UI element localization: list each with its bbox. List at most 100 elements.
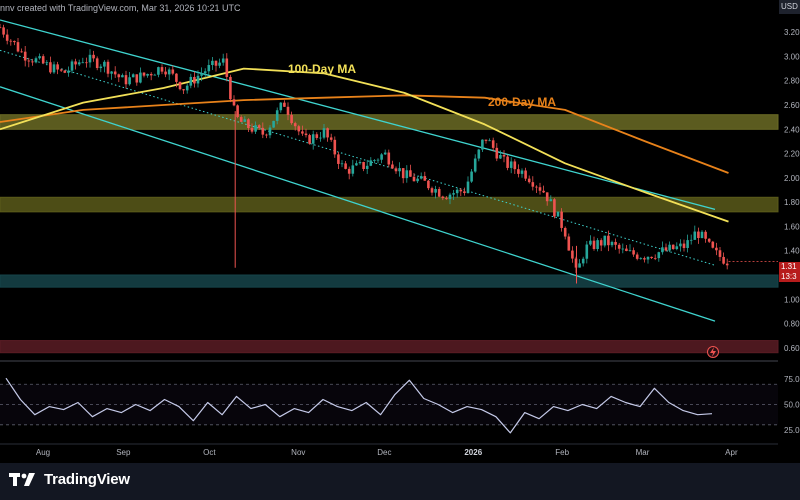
candle-body: [304, 133, 308, 136]
candle-body: [34, 58, 38, 63]
chart-attribution: nnv created with TradingView.com, Mar 31…: [0, 3, 241, 13]
candle-body: [5, 34, 9, 41]
candle-body: [124, 75, 128, 85]
brand-logo[interactable]: TradingView: [8, 470, 130, 488]
candle-body: [200, 73, 203, 76]
candle-body: [621, 248, 625, 250]
candle-body: [59, 69, 63, 71]
y-tick-label: 1.00: [784, 295, 800, 304]
candle-body: [495, 147, 499, 159]
zone-1: [0, 196, 779, 213]
candle-body: [229, 76, 232, 100]
candle-body: [49, 62, 52, 73]
candle-body: [383, 152, 387, 155]
x-tick-label: 2026: [464, 448, 482, 457]
candle-body: [16, 42, 20, 52]
candle-body: [290, 114, 293, 124]
candle-body: [344, 163, 347, 169]
candle-body: [70, 61, 74, 71]
y-tick-label: 2.60: [784, 101, 800, 110]
candle-body: [513, 161, 517, 170]
y-tick-label: 2.80: [784, 77, 800, 86]
channel-lower-line: [0, 86, 716, 322]
candle-body: [293, 123, 297, 127]
candle-body: [679, 243, 682, 247]
candle-body: [63, 70, 67, 73]
candle-body: [365, 165, 369, 169]
candle-body: [38, 56, 41, 59]
y-tick-label: 2.00: [784, 174, 800, 183]
candle-body: [398, 168, 401, 172]
candle-body: [27, 60, 31, 62]
candle-body: [571, 250, 574, 259]
candle-body: [135, 74, 139, 83]
candle-body: [333, 139, 337, 155]
candle-body: [394, 168, 398, 172]
candle-body: [225, 58, 229, 77]
candle-body: [704, 231, 707, 239]
rsi-tick-label: 75.00: [784, 375, 800, 384]
candle-body: [311, 134, 315, 144]
candle-body: [189, 76, 193, 86]
zone-2: [0, 274, 779, 288]
candle-body: [239, 117, 243, 122]
candle-body: [322, 128, 326, 138]
candle-body: [581, 258, 585, 264]
candle-body: [358, 162, 362, 164]
candle-body: [171, 69, 175, 74]
candle-body: [203, 71, 207, 74]
candle-body: [596, 240, 599, 250]
candle-body: [448, 194, 452, 200]
candle-body: [236, 105, 239, 118]
candle-body: [589, 240, 592, 245]
x-tick-label: Nov: [291, 448, 305, 457]
candle-body: [643, 258, 646, 260]
candle-body: [412, 176, 416, 182]
candle-body: [232, 99, 236, 106]
candle-body: [128, 77, 131, 85]
candle-body: [434, 189, 437, 193]
candle-body: [693, 231, 697, 240]
candle-body: [247, 119, 250, 129]
x-tick-label: Dec: [377, 448, 391, 457]
candle-body: [211, 60, 214, 66]
candle-body: [254, 125, 257, 132]
y-tick-label: 1.40: [784, 247, 800, 256]
candle-body: [682, 243, 686, 248]
candle-body: [315, 134, 319, 138]
candle-body: [632, 250, 635, 255]
brand-name: TradingView: [44, 470, 130, 488]
candle-body: [697, 231, 700, 239]
rsi-tick-label: 50.00: [784, 401, 800, 410]
candle-body: [707, 238, 711, 242]
candle-body: [585, 244, 589, 259]
candle-body: [416, 178, 419, 182]
rsi-tick-label: 25.00: [784, 426, 800, 435]
candle-body: [178, 81, 182, 90]
candle-body: [542, 190, 545, 193]
candle-body: [427, 180, 430, 189]
candle-body: [45, 62, 49, 64]
candle-body: [347, 168, 351, 174]
candle-body: [725, 263, 729, 266]
candle-body: [531, 182, 535, 187]
candle-body: [67, 70, 70, 73]
candle-body: [275, 110, 279, 121]
candle-body: [671, 244, 675, 250]
candle-body: [556, 211, 560, 217]
candle-body: [99, 66, 103, 69]
candle-body: [279, 102, 283, 111]
candle-body: [423, 176, 427, 181]
zone-3: [0, 340, 779, 354]
currency-label[interactable]: USD: [779, 0, 800, 14]
y-tick-label: 3.20: [784, 28, 800, 37]
candle-body: [610, 241, 614, 246]
candle-body: [625, 248, 628, 252]
candle-body: [387, 152, 391, 165]
candle-body: [405, 170, 409, 179]
candle-body: [117, 74, 121, 78]
x-tick-label: Mar: [636, 448, 650, 457]
candle-body: [373, 160, 376, 161]
candle-body: [56, 64, 59, 70]
